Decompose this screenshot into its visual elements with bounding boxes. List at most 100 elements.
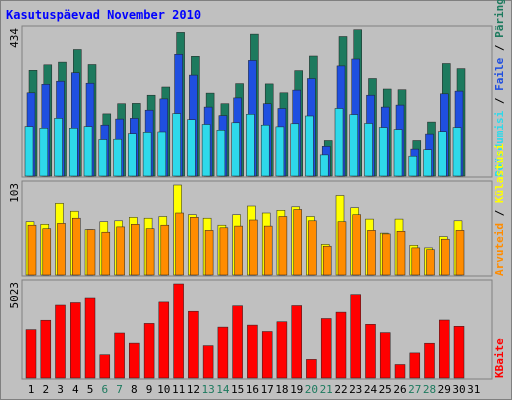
bar-pöördumisi-day-17 — [260, 124, 270, 177]
hits-max-label: 434 — [8, 28, 21, 48]
bar-pöördumisi-day-19 — [290, 123, 299, 177]
bar-arvuteid-day-7 — [116, 226, 125, 276]
bar-pöördumisi-day-29 — [438, 131, 447, 177]
bar-arvuteid-day-12 — [190, 217, 199, 276]
bar-pöördumisi-day-9 — [142, 132, 152, 177]
bar-kbaite-day-22 — [335, 311, 347, 379]
bar-kbaite-day-9 — [143, 323, 155, 379]
bar-arvuteid-day-24 — [367, 230, 376, 276]
bar-kbaite-day-24 — [365, 324, 376, 379]
bar-kbaite-day-12 — [188, 310, 199, 379]
bar-kbaite-day-13 — [202, 345, 214, 379]
bar-arvuteid-day-5 — [86, 229, 96, 276]
bar-arvuteid-day-9 — [145, 228, 155, 276]
kbytes-legend: KBaite — [493, 338, 506, 378]
bar-arvuteid-day-29 — [441, 238, 450, 276]
bar-kbaite-day-11 — [173, 283, 184, 379]
x-label-day-30: 30 — [452, 383, 465, 396]
x-label-day-2: 2 — [42, 383, 49, 396]
bar-arvuteid-day-28 — [426, 249, 435, 276]
bar-pöördumisi-day-11 — [172, 113, 181, 177]
bar-pöördumisi-day-2 — [39, 128, 49, 177]
x-label-day-9: 9 — [146, 383, 153, 396]
bar-arvuteid-day-20 — [308, 220, 317, 276]
bar-kbaite-day-28 — [424, 342, 435, 379]
bar-arvuteid-day-23 — [352, 214, 361, 276]
bar-arvuteid-day-1 — [27, 224, 37, 276]
bar-pöördumisi-day-27 — [408, 155, 418, 177]
bar-kbaite-day-7 — [114, 332, 125, 379]
bar-kbaite-day-17 — [261, 331, 273, 379]
bar-arvuteid-day-13 — [204, 230, 214, 276]
x-label-day-13: 13 — [201, 383, 214, 396]
legend-sep-2: / — [493, 38, 506, 58]
bar-kbaite-day-3 — [55, 304, 66, 379]
bar-kbaite-day-14 — [217, 326, 229, 379]
bar-arvuteid-day-4 — [72, 217, 81, 276]
bar-pöördumisi-day-28 — [423, 149, 432, 177]
bar-kbaite-day-6 — [99, 354, 111, 379]
legend-sep-1: / — [493, 91, 506, 111]
bar-kbaite-day-19 — [291, 305, 302, 379]
bar-arvuteid-day-25 — [381, 233, 391, 276]
hits-legend: Pöördumisi / Faile / Päringuid — [493, 0, 506, 177]
x-label-day-21: 21 — [320, 383, 333, 396]
bar-arvuteid-day-27 — [411, 247, 421, 276]
x-label-day-11: 11 — [172, 383, 185, 396]
legend-sep-3: / — [493, 203, 506, 223]
bar-pöördumisi-day-6 — [98, 139, 108, 177]
legend-kulastusi: Külastusi — [493, 143, 506, 203]
bar-pöördumisi-day-8 — [128, 133, 137, 177]
bar-arvuteid-day-16 — [249, 219, 258, 276]
bar-pöördumisi-day-5 — [83, 126, 93, 177]
visits-legend: Arvuteid / Külastusi — [493, 143, 506, 276]
x-label-day-12: 12 — [187, 383, 200, 396]
bar-pöördumisi-day-15 — [231, 122, 240, 177]
bar-pöördumisi-day-22 — [334, 108, 344, 177]
legend-arvuteid: Arvuteid — [493, 223, 506, 276]
bar-pöördumisi-day-26 — [393, 129, 403, 177]
bar-kbaite-day-21 — [320, 318, 332, 379]
bar-kbaite-day-30 — [453, 326, 465, 379]
bar-arvuteid-day-30 — [455, 230, 465, 276]
x-label-day-19: 19 — [290, 383, 303, 396]
bar-kbaite-day-2 — [40, 319, 52, 379]
x-label-day-23: 23 — [349, 383, 362, 396]
bar-pöördumisi-day-16 — [246, 114, 255, 177]
legend-paringuid: Päringuid — [493, 0, 506, 38]
x-label-day-15: 15 — [231, 383, 244, 396]
x-label-day-17: 17 — [261, 383, 274, 396]
visits-max-label: 103 — [8, 183, 21, 203]
chart-bars — [24, 29, 466, 379]
bar-arvuteid-day-15 — [234, 225, 243, 276]
x-label-day-1: 1 — [28, 383, 35, 396]
x-label-day-4: 4 — [72, 383, 79, 396]
bar-kbaite-day-26 — [394, 364, 406, 379]
bar-kbaite-day-29 — [439, 319, 450, 379]
x-label-day-14: 14 — [216, 383, 230, 396]
x-label-day-26: 26 — [393, 383, 406, 396]
bar-pöördumisi-day-25 — [378, 127, 388, 177]
bar-arvuteid-day-17 — [263, 225, 273, 276]
bar-arvuteid-day-3 — [57, 223, 66, 276]
x-label-day-28: 28 — [423, 383, 436, 396]
panel-visits-frame — [21, 180, 493, 277]
bar-arvuteid-day-21 — [322, 245, 332, 276]
kbytes-max-label: 5023 — [8, 282, 21, 309]
bar-arvuteid-day-19 — [293, 209, 302, 276]
bar-pöördumisi-day-18 — [275, 126, 285, 177]
x-label-day-7: 7 — [116, 383, 123, 396]
bar-arvuteid-day-18 — [278, 216, 288, 276]
x-axis-labels: 1 2 3 4 5 6 7 8 9 10 11 12 13 14 15 16 17 18 19 20 21 22 23 24 2… — [28, 383, 481, 396]
x-label-day-3: 3 — [57, 383, 64, 396]
bar-arvuteid-day-10 — [160, 224, 170, 276]
x-label-day-20: 20 — [305, 383, 318, 396]
x-label-day-8: 8 — [131, 383, 138, 396]
bar-pöördumisi-day-7 — [113, 138, 122, 177]
bar-kbaite-day-10 — [158, 301, 170, 379]
bar-arvuteid-day-6 — [101, 231, 111, 276]
x-label-day-5: 5 — [87, 383, 94, 396]
bar-pöördumisi-day-3 — [54, 118, 63, 177]
x-label-day-25: 25 — [379, 383, 392, 396]
